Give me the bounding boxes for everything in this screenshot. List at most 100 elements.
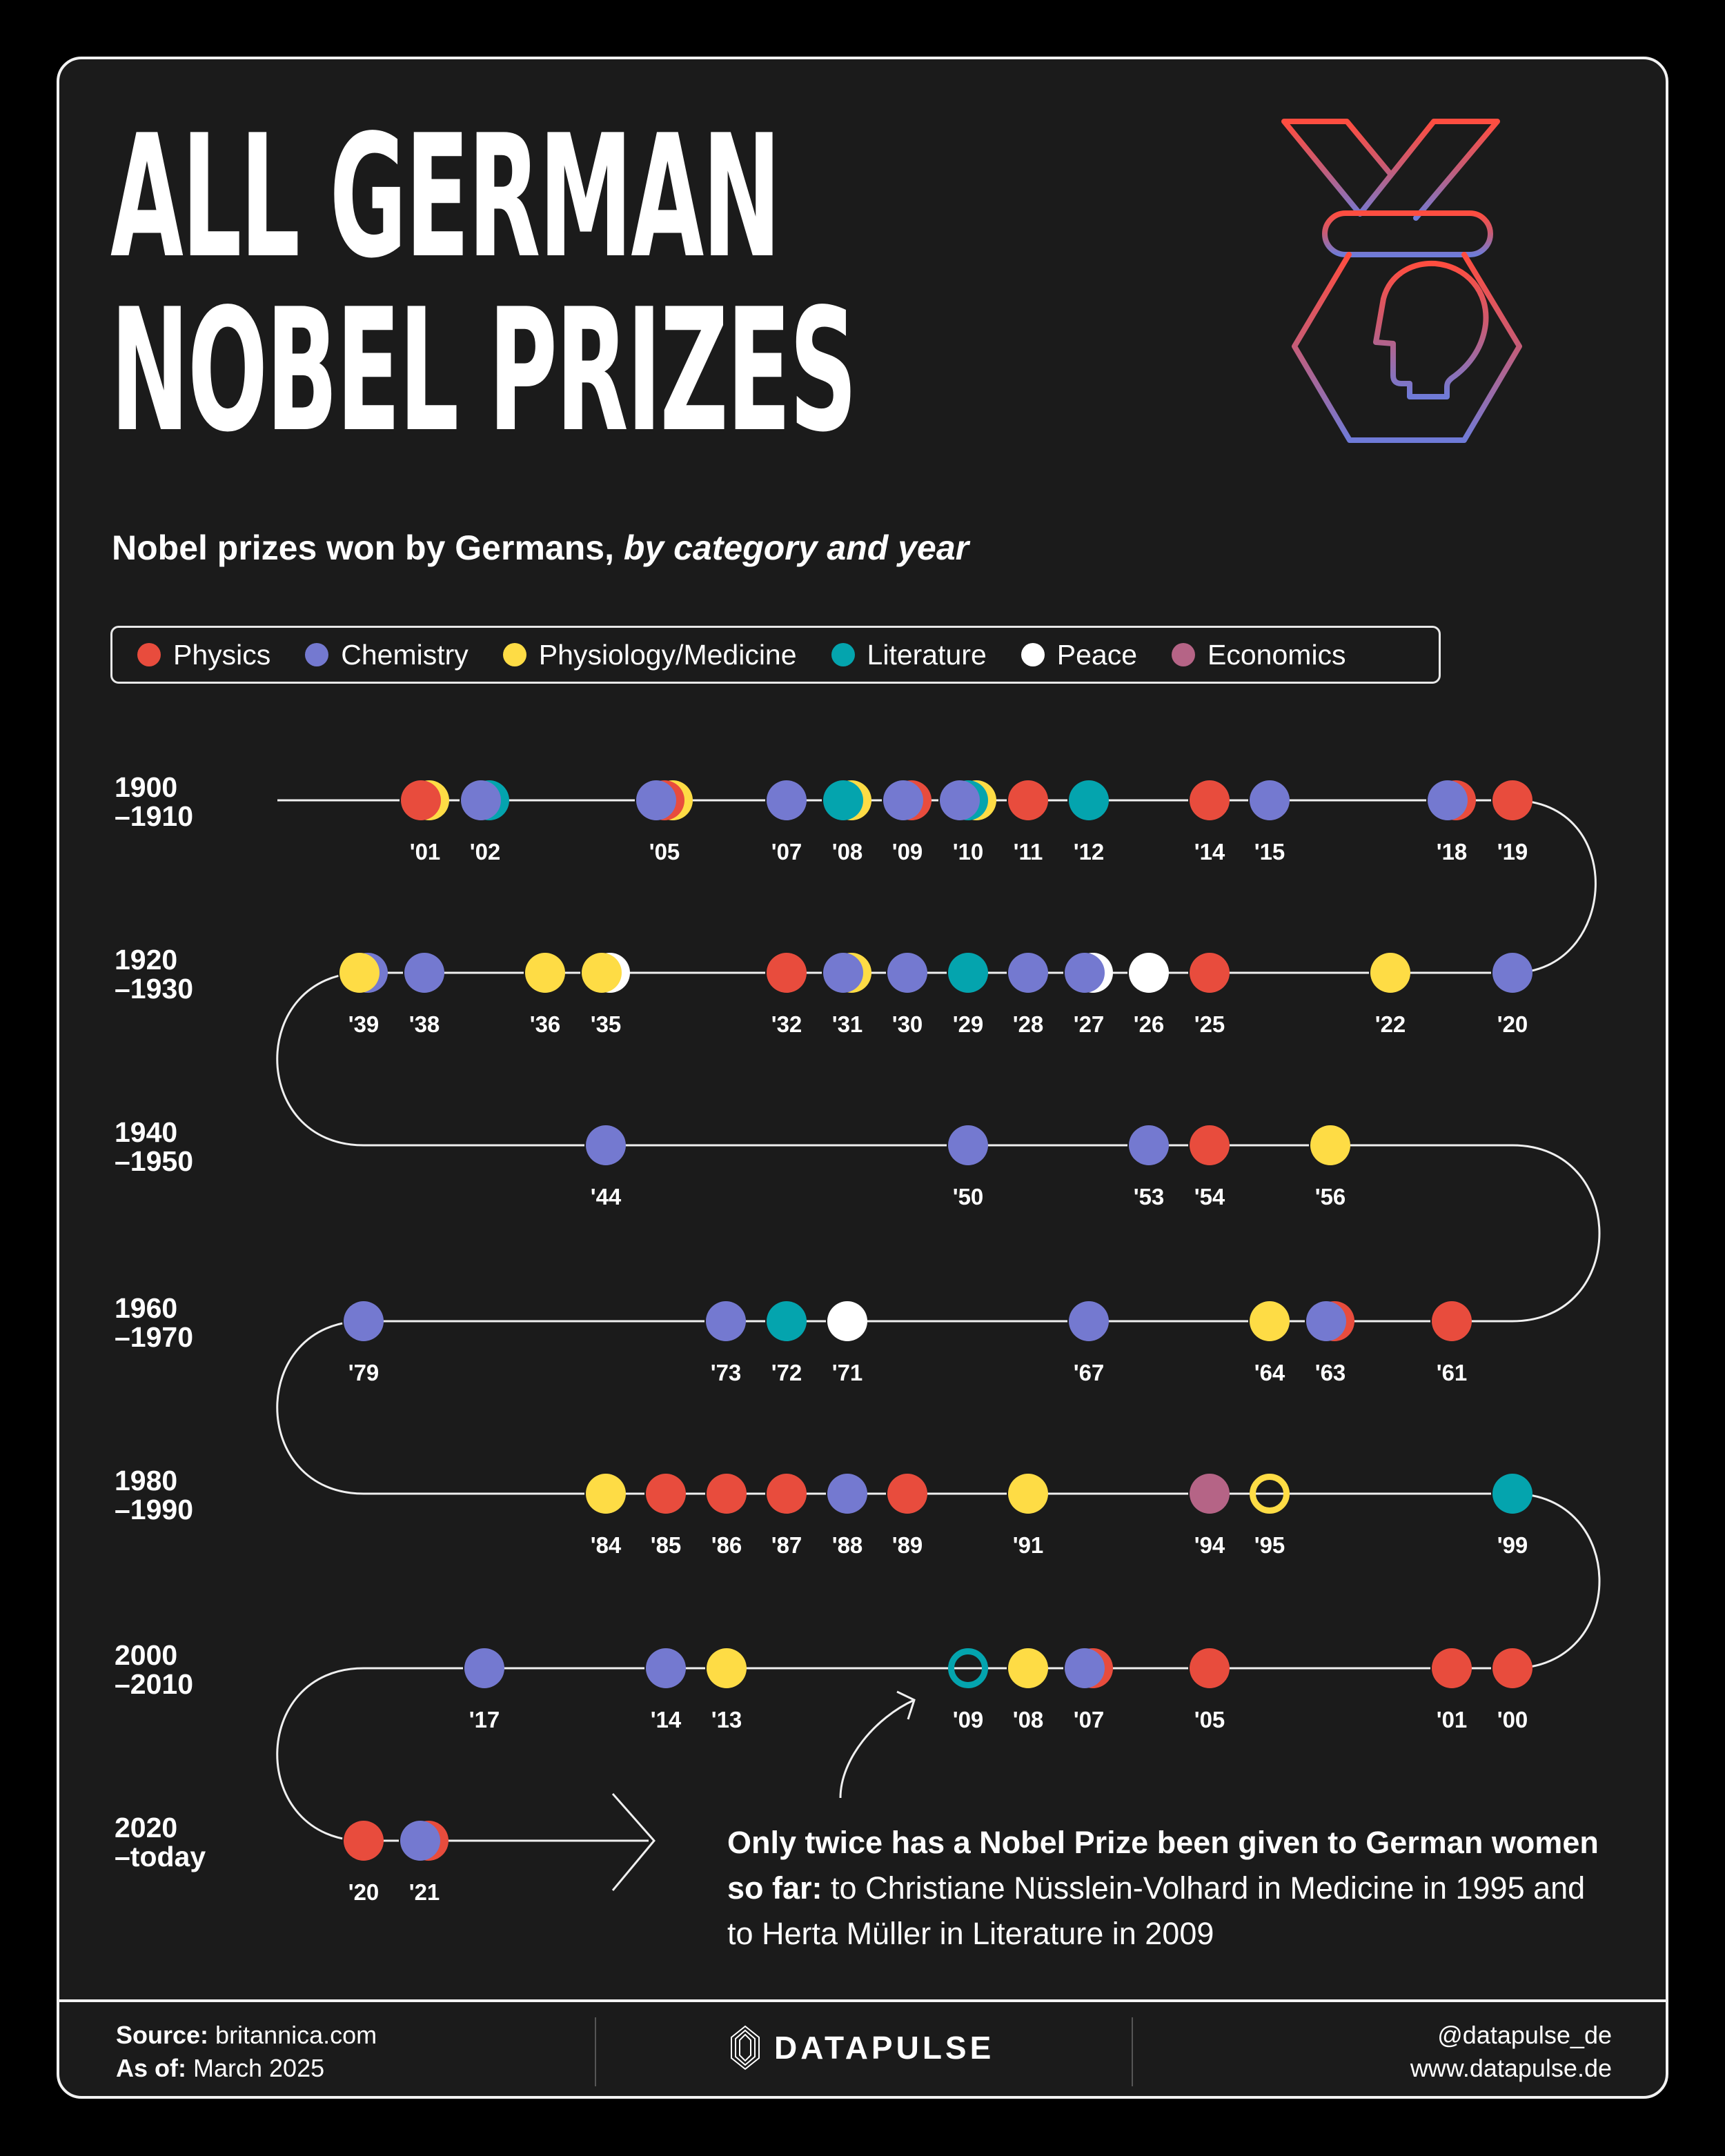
- asof-label: As of:: [116, 2054, 186, 2082]
- brand-logo: DATAPULSE: [730, 2025, 994, 2070]
- prize-dot-medicine: [1008, 1648, 1048, 1688]
- prize-dot-chemistry: [646, 1648, 686, 1688]
- chart-subtitle: Nobel prizes won by Germans, by category…: [112, 528, 969, 568]
- prize-dot-chemistry: [400, 1821, 440, 1861]
- subtitle-plain: Nobel prizes won by Germans,: [112, 528, 614, 567]
- year-label: '01: [1436, 1707, 1468, 1732]
- prize-dot-physics: [401, 780, 441, 820]
- prize-dot-medicine: [1310, 1125, 1350, 1165]
- year-label: '25: [1194, 1011, 1225, 1037]
- prize-dot-chemistry: [636, 780, 676, 820]
- prize-dot-literature: [767, 1301, 807, 1341]
- year-label: '05: [1194, 1707, 1225, 1732]
- year-label: '05: [649, 839, 680, 864]
- year-label: '19: [1497, 839, 1528, 864]
- year-label: '27: [1073, 1011, 1105, 1037]
- year-label: '64: [1254, 1360, 1285, 1385]
- year-label: '31: [831, 1011, 863, 1037]
- prize-dot-chemistry: [1250, 780, 1290, 820]
- year-label: '56: [1314, 1184, 1346, 1209]
- prize-dot-chemistry: [1069, 1301, 1109, 1341]
- datapulse-logo-icon: [731, 2025, 760, 2070]
- year-label: '02: [469, 839, 501, 864]
- year-label: '35: [590, 1011, 622, 1037]
- year-label: '08: [831, 839, 863, 864]
- source-value: britannica.com: [208, 2021, 377, 2049]
- legend-label: Peace: [1056, 638, 1138, 671]
- footer-divider-left: [595, 2017, 596, 2086]
- year-label: '13: [711, 1707, 742, 1732]
- prize-dot-chemistry: [1065, 953, 1105, 993]
- year-label: '44: [590, 1184, 622, 1209]
- year-label: '20: [348, 1879, 379, 1905]
- prize-dot-medicine: [1008, 1474, 1048, 1514]
- website-link[interactable]: www.datapulse.de: [1410, 2054, 1612, 2082]
- year-label: '12: [1073, 839, 1105, 864]
- year-label: '67: [1073, 1360, 1105, 1385]
- year-label: '53: [1133, 1184, 1165, 1209]
- decade-label: 1940 –1950: [115, 1116, 194, 1177]
- legend-dot-literature-icon: [831, 643, 855, 666]
- infographic-card: [57, 57, 1668, 2099]
- prize-dot-medicine: [339, 953, 379, 993]
- year-label: '94: [1194, 1532, 1225, 1558]
- year-label: '63: [1314, 1360, 1346, 1385]
- year-label: '01: [409, 839, 441, 864]
- decade-label: 1900 –1910: [115, 771, 194, 832]
- prize-dot-peace: [1129, 953, 1169, 993]
- subtitle-italic: by category and year: [613, 528, 969, 567]
- footer-source: Source: britannica.com As of: March 2025: [116, 2019, 377, 2085]
- year-label: '09: [952, 1707, 984, 1732]
- decade-label: 2000 –2010: [115, 1639, 194, 1700]
- prize-dot-chemistry: [940, 780, 980, 820]
- prize-dot-medicine: [586, 1474, 626, 1514]
- prize-dot-physics: [767, 953, 807, 993]
- prize-dot-chemistry: [1065, 1648, 1105, 1688]
- prize-dot-chemistry: [464, 1648, 504, 1688]
- prize-dot-chemistry: [1129, 1125, 1169, 1165]
- brand-name: DATAPULSE: [774, 2030, 995, 2066]
- legend-label: Literature: [867, 638, 987, 671]
- prize-dot-physics: [1008, 780, 1048, 820]
- prize-dot-physics: [1492, 1648, 1532, 1688]
- year-label: '91: [1012, 1532, 1044, 1558]
- prize-dot-chemistry: [1428, 780, 1468, 820]
- year-label: '79: [348, 1360, 379, 1385]
- year-label: '18: [1436, 839, 1468, 864]
- prize-dot-medicine: [582, 953, 622, 993]
- prize-dot-peace: [827, 1301, 867, 1341]
- legend-label: Chemistry: [341, 638, 469, 671]
- year-label: '09: [891, 839, 923, 864]
- prize-dot-literature: [1069, 780, 1109, 820]
- prize-dot-chemistry: [344, 1301, 384, 1341]
- year-label: '54: [1194, 1184, 1225, 1209]
- prize-dot-physics: [767, 1474, 807, 1514]
- prize-dot-physics: [707, 1474, 747, 1514]
- legend-label: Physics: [173, 638, 271, 671]
- legend-label: Physiology/Medicine: [538, 638, 797, 671]
- legend-dot-peace-icon: [1021, 643, 1045, 666]
- legend-dot-chemistry-icon: [305, 643, 329, 666]
- year-label: '08: [1012, 1707, 1044, 1732]
- annotation-plain: to Christiane Nüsslein-Volhard in Medici…: [727, 1870, 1586, 1951]
- title-line-1: ALL GERMAN: [110, 99, 781, 295]
- footer-contact: @datapulse_de www.datapulse.de: [1410, 2019, 1612, 2085]
- prize-dot-medicine: [525, 953, 565, 993]
- prize-dot-chemistry: [461, 780, 501, 820]
- year-label: '50: [952, 1184, 984, 1209]
- prize-dot-chemistry: [1008, 953, 1048, 993]
- year-label: '38: [408, 1011, 440, 1037]
- year-label: '95: [1254, 1532, 1285, 1558]
- prize-dot-medicine: [1250, 1301, 1290, 1341]
- social-handle[interactable]: @datapulse_de: [1437, 2021, 1612, 2049]
- prize-dot-chemistry: [823, 953, 863, 993]
- legend-item-chemistry: Chemistry: [305, 639, 469, 671]
- year-label: '26: [1133, 1011, 1165, 1037]
- prize-dot-chemistry: [883, 780, 923, 820]
- year-label: '28: [1012, 1011, 1044, 1037]
- prize-dot-physics: [1190, 780, 1230, 820]
- prize-dot-chemistry: [1492, 953, 1532, 993]
- year-label: '99: [1497, 1532, 1528, 1558]
- decade-label: 1920 –1930: [115, 944, 194, 1005]
- medal-icon: [1281, 119, 1522, 443]
